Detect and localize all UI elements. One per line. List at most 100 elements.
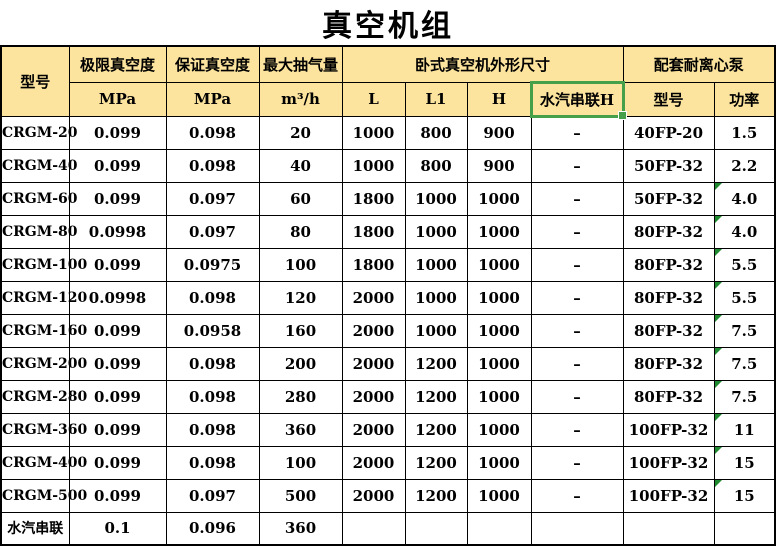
cell-flow[interactable]: 40 (258, 148, 343, 183)
cell-power[interactable]: 7.5 (713, 379, 776, 414)
header-pump-model[interactable]: 型号 (622, 81, 715, 117)
cell-ultimate[interactable]: 0.099 (68, 313, 167, 348)
cell-pump[interactable]: 50FP-32 (622, 148, 715, 183)
cell-ultimate[interactable]: 0.0998 (68, 280, 167, 315)
cell-L1[interactable]: 800 (404, 148, 468, 183)
cell-pump[interactable]: 100FP-32 (622, 445, 715, 480)
header-max-pumping[interactable]: 最大抽气量 (258, 45, 343, 83)
cell-seriesH[interactable]: – (530, 148, 624, 183)
cell-seriesH[interactable]: – (530, 346, 624, 381)
cell-H[interactable]: 900 (466, 148, 532, 183)
cell-model[interactable]: CRGM-40 (0, 148, 78, 183)
cell-H[interactable] (466, 511, 532, 546)
cell-H[interactable]: 1000 (466, 214, 532, 249)
cell-seriesH[interactable]: – (530, 280, 624, 315)
cell-ultimate[interactable]: 0.099 (68, 181, 167, 216)
cell-power[interactable] (713, 511, 776, 546)
cell-L1[interactable]: 1200 (404, 346, 468, 381)
cell-seriesH[interactable] (530, 511, 624, 546)
cell-H[interactable]: 1000 (466, 478, 532, 513)
cell-guaranteed[interactable]: 0.098 (165, 115, 260, 150)
header-dimensions-group[interactable]: 卧式真空机外形尺寸 (341, 45, 624, 83)
cell-model[interactable]: CRGM-400 (0, 445, 87, 480)
cell-power[interactable]: 4.0 (713, 181, 776, 216)
cell-guaranteed[interactable]: 0.097 (165, 478, 260, 513)
cell-model[interactable]: CRGM-360 (0, 412, 87, 447)
cell-L[interactable]: 1800 (341, 181, 406, 216)
cell-guaranteed[interactable]: 0.097 (165, 181, 260, 216)
cell-ultimate[interactable]: 0.099 (68, 445, 167, 480)
cell-guaranteed[interactable]: 0.098 (165, 280, 260, 315)
cell-H[interactable]: 900 (466, 115, 532, 150)
cell-guaranteed[interactable]: 0.0958 (165, 313, 260, 348)
cell-ultimate[interactable]: 0.0998 (68, 214, 167, 249)
cell-pump[interactable]: 100FP-32 (622, 412, 715, 447)
cell-power[interactable]: 5.5 (713, 247, 776, 282)
cell-L1[interactable]: 1200 (404, 445, 468, 480)
cell-ultimate[interactable]: 0.099 (68, 346, 167, 381)
cell-pump[interactable]: 80FP-32 (622, 346, 715, 381)
cell-seriesH[interactable]: – (530, 181, 624, 216)
cell-ultimate[interactable]: 0.099 (68, 379, 167, 414)
cell-guaranteed[interactable]: 0.098 (165, 379, 260, 414)
cell-model[interactable]: CRGM-20 (0, 115, 78, 150)
cell-flow[interactable]: 120 (258, 280, 343, 315)
cell-flow[interactable]: 100 (258, 247, 343, 282)
cell-model[interactable]: CRGM-160 (0, 313, 87, 348)
cell-seriesH[interactable]: – (530, 379, 624, 414)
header-unit-flow[interactable]: m³/h (258, 81, 343, 117)
cell-guaranteed[interactable]: 0.097 (165, 214, 260, 249)
cell-guaranteed[interactable]: 0.098 (165, 148, 260, 183)
cell-L1[interactable]: 1000 (404, 247, 468, 282)
cell-flow[interactable]: 360 (258, 412, 343, 447)
cell-flow[interactable]: 280 (258, 379, 343, 414)
cell-pump[interactable]: 100FP-32 (622, 478, 715, 513)
cell-model[interactable]: CRGM-80 (0, 214, 78, 249)
header-pump-power[interactable]: 功率 (713, 81, 776, 117)
cell-ultimate[interactable]: 0.099 (68, 478, 167, 513)
cell-L1[interactable] (404, 511, 468, 546)
cell-seriesH[interactable]: – (530, 445, 624, 480)
cell-H[interactable]: 1000 (466, 313, 532, 348)
cell-power[interactable]: 2.2 (713, 148, 776, 183)
cell-L[interactable]: 2000 (341, 379, 406, 414)
cell-L1[interactable]: 1200 (404, 379, 468, 414)
cell-H[interactable]: 1000 (466, 280, 532, 315)
cell-H[interactable]: 1000 (466, 247, 532, 282)
header-unit-mpa-2[interactable]: MPa (165, 81, 260, 117)
cell-pump[interactable]: 80FP-32 (622, 247, 715, 282)
cell-L1[interactable]: 1000 (404, 280, 468, 315)
header-pump-group[interactable]: 配套耐离心泵 (622, 45, 776, 83)
header-dim-h[interactable]: H (466, 81, 532, 117)
cell-L[interactable]: 1800 (341, 214, 406, 249)
cell-L[interactable]: 2000 (341, 478, 406, 513)
cell-model[interactable]: 水汽串联 (0, 511, 70, 546)
cell-guaranteed[interactable]: 0.096 (165, 511, 260, 546)
cell-L[interactable]: 2000 (341, 313, 406, 348)
cell-L1[interactable]: 1000 (404, 181, 468, 216)
cell-pump[interactable]: 50FP-32 (622, 181, 715, 216)
cell-H[interactable]: 1000 (466, 379, 532, 414)
cell-power[interactable]: 4.0 (713, 214, 776, 249)
cell-flow[interactable]: 360 (258, 511, 343, 546)
cell-power[interactable]: 7.5 (713, 346, 776, 381)
cell-flow[interactable]: 80 (258, 214, 343, 249)
cell-L[interactable] (341, 511, 406, 546)
cell-pump[interactable]: 80FP-32 (622, 379, 715, 414)
cell-ultimate[interactable]: 0.1 (68, 511, 167, 546)
cell-H[interactable]: 1000 (466, 181, 532, 216)
header-dim-l[interactable]: L (341, 81, 406, 117)
cell-model[interactable]: CRGM-200 (0, 346, 87, 381)
cell-power[interactable]: 1.5 (713, 115, 776, 150)
cell-seriesH[interactable]: – (530, 478, 624, 513)
cell-ultimate[interactable]: 0.099 (68, 115, 167, 150)
cell-H[interactable]: 1000 (466, 412, 532, 447)
cell-model[interactable]: CRGM-60 (0, 181, 78, 216)
cell-L1[interactable]: 800 (404, 115, 468, 150)
cell-seriesH[interactable]: – (530, 313, 624, 348)
cell-pump[interactable]: 80FP-32 (622, 280, 715, 315)
cell-L[interactable]: 1000 (341, 115, 406, 150)
cell-L[interactable]: 1800 (341, 247, 406, 282)
cell-pump[interactable]: 80FP-32 (622, 313, 715, 348)
cell-power[interactable]: 7.5 (713, 313, 776, 348)
